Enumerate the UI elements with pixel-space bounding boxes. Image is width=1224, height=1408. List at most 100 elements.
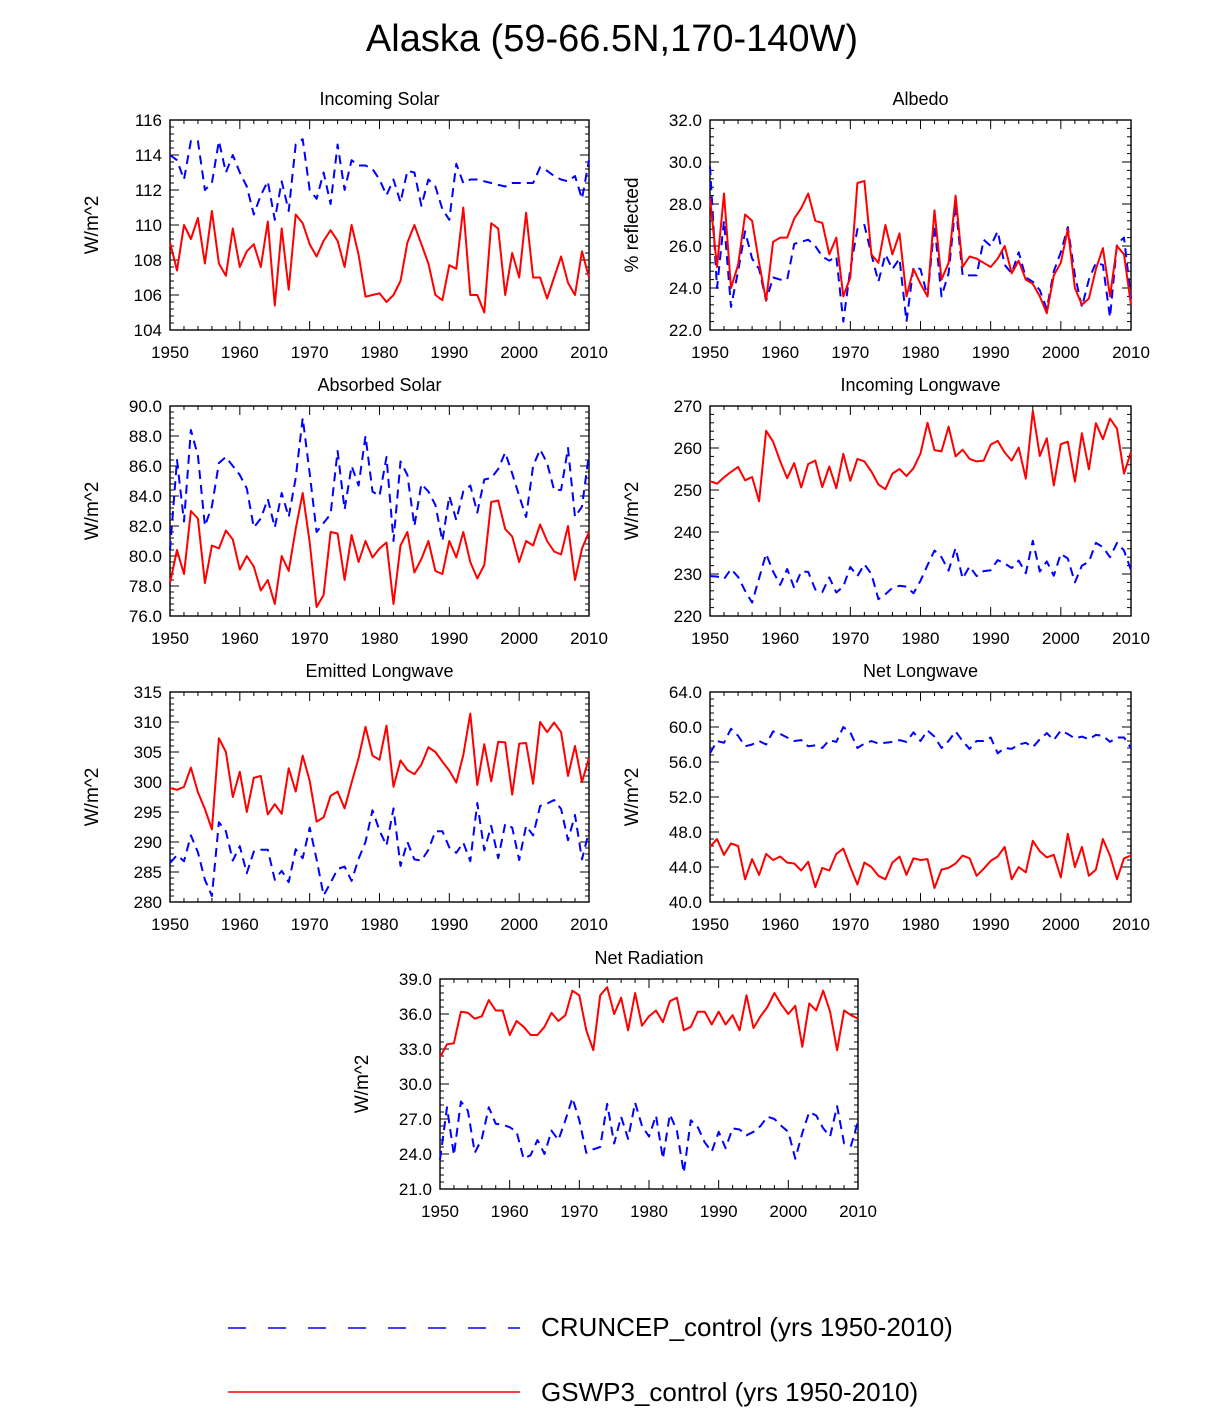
y-tick-label: 48.0 xyxy=(669,823,702,842)
y-tick-label: 76.0 xyxy=(129,607,162,626)
y-tick-label: 230 xyxy=(674,565,702,584)
x-tick-label: 1950 xyxy=(691,629,729,648)
x-tick-label: 1960 xyxy=(221,915,259,934)
y-tick-label: 84.0 xyxy=(129,487,162,506)
y-tick-label: 64.0 xyxy=(669,683,702,702)
panel-title: Incoming Longwave xyxy=(840,375,1000,395)
y-tick-label: 250 xyxy=(674,481,702,500)
x-tick-label: 1970 xyxy=(291,629,329,648)
legend-label-gswp3: GSWP3_control (yrs 1950-2010) xyxy=(541,1377,919,1407)
y-tick-label: 220 xyxy=(674,607,702,626)
y-tick-label: 80.0 xyxy=(129,547,162,566)
x-tick-label: 2010 xyxy=(570,629,608,648)
y-axis-label: W/m^2 xyxy=(82,196,103,255)
series-cruncep-line xyxy=(709,726,1132,755)
y-axis-label: W/m^2 xyxy=(352,1055,373,1114)
y-tick-label: 110 xyxy=(135,216,162,235)
y-tick-label: 78.0 xyxy=(129,577,162,596)
x-tick-label: 1970 xyxy=(560,1202,598,1221)
x-tick-label: 1970 xyxy=(831,915,869,934)
x-tick-label: 1980 xyxy=(902,629,940,648)
x-tick-label: 2000 xyxy=(500,629,538,648)
panel-2: 1950 1960 1970 1980 1990 2000 2010 22.0 24.0 26.0… xyxy=(622,89,1150,362)
x-tick-label: 2000 xyxy=(1042,915,1080,934)
y-tick-label: 24.0 xyxy=(399,1145,432,1164)
y-tick-label: 56.0 xyxy=(669,753,702,772)
series-gswp3-line xyxy=(169,206,590,314)
y-tick-label: 30.0 xyxy=(399,1075,432,1094)
x-tick-label: 1970 xyxy=(831,629,869,648)
y-tick-label: 26.0 xyxy=(669,237,702,256)
y-tick-label: 86.0 xyxy=(129,457,162,476)
y-tick-label: 270 xyxy=(674,397,702,416)
y-tick-label: 27.0 xyxy=(399,1110,432,1129)
y-tick-label: 30.0 xyxy=(669,153,702,172)
x-tick-label: 1970 xyxy=(291,343,329,362)
panel-title: Albedo xyxy=(892,89,948,109)
panel-4: 1950 1960 1970 1980 1990 2000 2010 220 230 240 250… xyxy=(622,375,1150,648)
x-tick-label: 1980 xyxy=(361,343,399,362)
legend-label-cruncep: CRUNCEP_control (yrs 1950-2010) xyxy=(541,1312,953,1342)
x-tick-label: 1980 xyxy=(902,343,940,362)
x-tick-label: 1980 xyxy=(361,629,399,648)
panel-title: Emitted Longwave xyxy=(305,661,453,681)
x-tick-label: 1980 xyxy=(630,1202,668,1221)
y-tick-label: 310 xyxy=(134,713,162,732)
x-tick-label: 2010 xyxy=(839,1202,877,1221)
x-tick-label: 1960 xyxy=(221,629,259,648)
series-cruncep-line xyxy=(169,138,590,221)
y-tick-label: 22.0 xyxy=(669,321,702,340)
series-cruncep-line xyxy=(709,166,1132,323)
panel-title: Net Radiation xyxy=(594,948,703,968)
panel-1: 1950 1960 1970 1980 1990 2000 2010 104 106 108 110… xyxy=(82,89,608,362)
x-tick-label: 1960 xyxy=(221,343,259,362)
series-gswp3-line xyxy=(709,179,1132,315)
x-tick-label: 1980 xyxy=(361,915,399,934)
y-tick-label: 82.0 xyxy=(129,517,162,536)
x-tick-label: 1990 xyxy=(972,343,1010,362)
x-tick-label: 2010 xyxy=(1112,915,1150,934)
panel-3: 1950 1960 1970 1980 1990 2000 2010 76.0 78.0 80.0… xyxy=(82,375,608,648)
x-tick-label: 2000 xyxy=(1042,343,1080,362)
series-cruncep-line xyxy=(169,417,590,551)
x-tick-label: 2010 xyxy=(570,343,608,362)
x-tick-label: 1990 xyxy=(700,1202,738,1221)
x-tick-label: 1990 xyxy=(430,629,468,648)
panel-5: 1950 1960 1970 1980 1990 2000 2010 280 285 290 295… xyxy=(82,661,608,934)
x-tick-label: 1950 xyxy=(151,629,189,648)
y-tick-label: 40.0 xyxy=(669,893,702,912)
panel-title: Absorbed Solar xyxy=(317,375,441,395)
x-tick-label: 1960 xyxy=(761,915,799,934)
y-tick-label: 305 xyxy=(134,743,162,762)
panel-6: 1950 1960 1970 1980 1990 2000 2010 40.0 44.0 48.0… xyxy=(622,661,1150,934)
y-tick-label: 116 xyxy=(135,111,162,130)
x-tick-label: 1970 xyxy=(291,915,329,934)
y-tick-label: 52.0 xyxy=(669,788,702,807)
series-gswp3-line xyxy=(709,409,1132,503)
y-tick-label: 290 xyxy=(134,833,162,852)
panel-title: Net Longwave xyxy=(863,661,978,681)
x-tick-label: 1950 xyxy=(691,343,729,362)
x-tick-label: 1980 xyxy=(902,915,940,934)
y-tick-label: 260 xyxy=(674,439,702,458)
y-tick-label: 106 xyxy=(134,286,162,305)
figure-title: Alaska (59-66.5N,170-140W) xyxy=(365,18,859,60)
series-gswp3-line xyxy=(709,832,1132,889)
y-axis-label: W/m^2 xyxy=(82,768,103,827)
y-tick-label: 240 xyxy=(674,523,702,542)
x-tick-label: 2000 xyxy=(1042,629,1080,648)
y-tick-label: 32.0 xyxy=(669,111,702,130)
y-tick-label: 300 xyxy=(134,773,162,792)
y-tick-label: 36.0 xyxy=(399,1005,432,1024)
x-tick-label: 1950 xyxy=(421,1202,459,1221)
series-gswp3-line xyxy=(169,492,590,608)
y-tick-label: 33.0 xyxy=(399,1040,432,1059)
y-tick-label: 285 xyxy=(134,863,162,882)
y-tick-label: 28.0 xyxy=(669,195,702,214)
y-tick-label: 90.0 xyxy=(129,397,162,416)
y-tick-label: 315 xyxy=(134,683,162,702)
y-tick-label: 24.0 xyxy=(669,279,702,298)
x-tick-label: 1960 xyxy=(761,629,799,648)
x-tick-label: 2010 xyxy=(570,915,608,934)
